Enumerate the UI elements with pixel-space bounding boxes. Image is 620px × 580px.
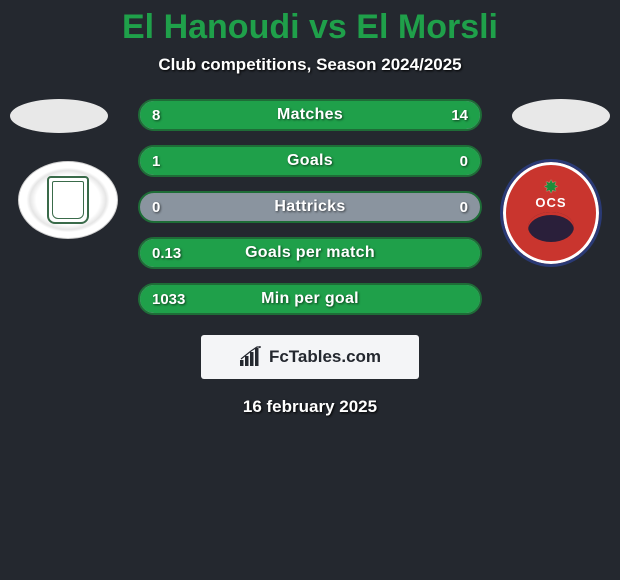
stat-label: Min per goal <box>140 285 480 313</box>
club2-abbr: OCS <box>535 195 566 210</box>
subtitle: Club competitions, Season 2024/2025 <box>0 55 620 75</box>
player2-club-badge: ✸ OCS <box>500 159 602 267</box>
bar-chart-icon <box>239 346 263 368</box>
brand-text: FcTables.com <box>269 347 381 367</box>
rugby-ball-icon <box>528 212 574 242</box>
comparison-title: El Hanoudi vs El Morsli <box>0 0 620 47</box>
stat-bar: 814Matches <box>138 99 482 131</box>
stat-bars: 814Matches 10Goals 00Hattricks 0.13Goals pe… <box>138 99 482 315</box>
stat-bar: 10Goals <box>138 145 482 177</box>
player1-avatar-placeholder <box>10 99 108 133</box>
player2-avatar-placeholder <box>512 99 610 133</box>
player2-name: El Morsli <box>356 8 498 46</box>
brand-box: FcTables.com <box>201 335 419 379</box>
player1-club-badge <box>18 161 118 239</box>
stat-label: Matches <box>140 101 480 129</box>
stat-bar: 00Hattricks <box>138 191 482 223</box>
stat-bar: 0.13Goals per match <box>138 237 482 269</box>
date-text: 16 february 2025 <box>0 397 620 417</box>
club1-crest-icon <box>47 176 89 224</box>
vs-text: vs <box>309 8 347 46</box>
stat-label: Hattricks <box>140 193 480 221</box>
star-icon: ✸ <box>543 178 558 196</box>
stat-label: Goals per match <box>140 239 480 267</box>
content-area: ✸ OCS 814Matches 10Goals 00Hattricks 0.13Go… <box>0 99 620 417</box>
player1-name: El Hanoudi <box>122 8 300 46</box>
stat-label: Goals <box>140 147 480 175</box>
stat-bar: 1033Min per goal <box>138 283 482 315</box>
